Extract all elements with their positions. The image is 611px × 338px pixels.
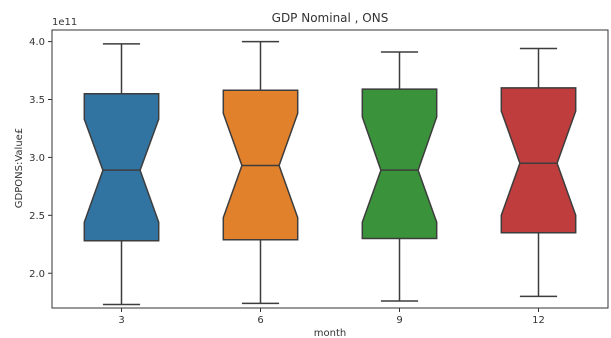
x-tick-label: 6 xyxy=(257,315,263,326)
boxes xyxy=(83,40,577,306)
y-scale-label: 1e11 xyxy=(52,17,77,28)
x-axis-ticks: 3 6 9 12 xyxy=(118,308,545,326)
y-tick-label: 2.0 xyxy=(29,269,45,280)
notched-box xyxy=(83,92,160,242)
plot-frame xyxy=(51,29,609,309)
y-tick-label: 3.0 xyxy=(29,153,45,164)
y-tick-label: 3.5 xyxy=(29,95,45,106)
box-9 xyxy=(361,51,438,302)
notched-box xyxy=(361,88,438,240)
x-tick-label: 9 xyxy=(396,315,402,326)
chart-title: GDP Nominal , ONS xyxy=(272,11,389,25)
box-12 xyxy=(500,47,577,298)
y-axis-ticks: 2.0 2.5 3.0 3.5 4.0 xyxy=(29,37,52,280)
box-3 xyxy=(83,43,160,306)
y-tick-label: 4.0 xyxy=(29,37,45,48)
box-6 xyxy=(222,40,299,305)
y-axis-label: GDPONS:Value£ xyxy=(14,128,25,208)
x-tick-label: 12 xyxy=(532,315,545,326)
x-tick-label: 3 xyxy=(118,315,124,326)
notched-box xyxy=(500,87,577,234)
y-tick-label: 2.5 xyxy=(29,211,45,222)
x-axis-label: month xyxy=(314,328,346,338)
